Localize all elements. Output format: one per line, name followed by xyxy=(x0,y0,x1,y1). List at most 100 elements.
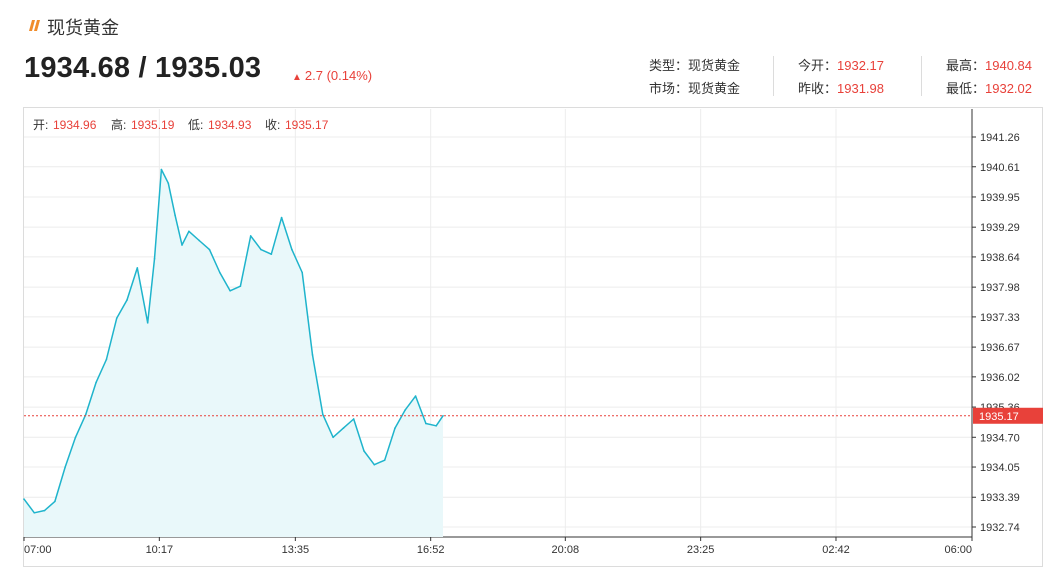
x-tick-label: 13:35 xyxy=(282,544,310,556)
price-point xyxy=(23,498,25,500)
y-tick-label: 1934.70 xyxy=(980,432,1020,444)
price-point xyxy=(373,463,376,466)
price-point xyxy=(322,413,324,416)
price-point xyxy=(54,500,56,503)
price-point xyxy=(332,436,334,439)
last-price-tag xyxy=(973,407,1043,424)
x-tick-label: 23:25 xyxy=(687,544,715,556)
price-point xyxy=(64,466,67,468)
price-point xyxy=(146,322,149,324)
y-tick-label: 1933.39 xyxy=(980,492,1020,504)
ohlc-low-value: 1934.93 xyxy=(208,118,252,132)
ohlc-close-value: 1935.17 xyxy=(285,118,329,132)
type-value: 现货黄金 xyxy=(688,58,741,73)
price-point xyxy=(249,235,252,237)
ohlc-high-label: 高: xyxy=(111,117,126,132)
y-tick-label: 1934.05 xyxy=(980,462,1020,474)
price-point xyxy=(383,459,386,461)
low-label: 最低： xyxy=(946,81,986,96)
page-title: 现货黄金 xyxy=(47,18,119,38)
stats-col-high: 最高：1940.84 最低：1932.02 xyxy=(946,54,1032,100)
price-point xyxy=(394,427,396,429)
stats-col-open: 今开：1932.17 昨收：1931.98 xyxy=(798,54,884,100)
prev-close-label: 昨收： xyxy=(798,81,838,96)
price-point xyxy=(126,299,128,301)
price-point xyxy=(435,425,437,427)
price-point xyxy=(167,182,170,185)
stats-divider xyxy=(773,56,774,96)
low-value: 1932.02 xyxy=(985,81,1033,96)
price-change-value: 2.7 (0.14%) xyxy=(304,68,373,83)
open-value: 1932.17 xyxy=(837,58,885,73)
price-point xyxy=(311,354,314,356)
price-point xyxy=(115,317,118,320)
y-tick-label: 1937.98 xyxy=(980,282,1020,294)
stats-col-type: 类型：现货黄金 市场：现货黄金 xyxy=(649,54,740,100)
y-tick-label: 1941.26 xyxy=(980,132,1020,144)
x-tick-label: 10:17 xyxy=(146,544,174,556)
y-tick-label: 1937.33 xyxy=(980,312,1020,324)
price-point xyxy=(291,248,293,251)
current-price: 1934.68 / 1935.03 xyxy=(24,52,262,84)
x-tick-label: 16:52 xyxy=(417,544,445,556)
stats-divider xyxy=(921,56,922,96)
price-change: ▲ 2.7 (0.14%) xyxy=(292,68,372,83)
price-point xyxy=(188,230,190,233)
price-point xyxy=(239,285,242,288)
last-price-label: 1935.17 xyxy=(979,411,1019,423)
y-tick-label: 1938.64 xyxy=(980,252,1020,264)
price-point xyxy=(153,257,156,260)
high-label: 最高： xyxy=(946,58,986,73)
price-point xyxy=(181,244,183,246)
price-line xyxy=(23,168,444,514)
x-tick-label: 06:00 xyxy=(944,544,972,556)
arrow-up-icon: ▲ xyxy=(292,72,302,83)
ohlc-open-value: 1934.96 xyxy=(53,118,97,132)
y-tick-label: 1932.74 xyxy=(980,522,1020,534)
price-point xyxy=(425,422,427,425)
brand-slash-icon xyxy=(29,20,40,31)
price-point xyxy=(363,450,365,452)
y-tick-label: 1936.67 xyxy=(980,342,1020,354)
market-value: 现货黄金 xyxy=(688,81,741,96)
y-tick-label: 1939.29 xyxy=(980,222,1020,234)
price-point xyxy=(342,427,345,429)
open-label: 今开： xyxy=(798,58,838,73)
x-tick-label: 07:00 xyxy=(24,544,52,556)
price-area xyxy=(24,169,443,537)
type-label: 类型： xyxy=(649,58,689,73)
y-tick-label: 1936.02 xyxy=(980,372,1020,384)
y-tick-label: 1940.61 xyxy=(980,162,1020,174)
price-point xyxy=(301,271,304,274)
ohlc-open-label: 开: xyxy=(33,118,48,132)
high-value: 1940.84 xyxy=(985,58,1033,73)
y-tick-label: 1939.95 xyxy=(980,192,1020,204)
price-point xyxy=(270,253,273,255)
price-point xyxy=(85,413,87,416)
price-point xyxy=(136,267,139,269)
price-point xyxy=(33,512,36,514)
price-point xyxy=(160,168,163,171)
price-point xyxy=(404,409,407,411)
price-point xyxy=(280,216,283,219)
price-point xyxy=(352,418,355,420)
ohlc-close-label: 收: xyxy=(265,118,280,132)
price-point xyxy=(174,214,176,217)
price-point xyxy=(95,381,97,384)
market-label: 市场： xyxy=(649,81,689,96)
price-point xyxy=(208,248,211,251)
chart-frame xyxy=(23,107,1043,567)
price-point xyxy=(105,358,108,361)
price-point xyxy=(43,509,46,512)
x-tick-label: 20:08 xyxy=(552,544,580,556)
ohlc-low-label: 低: xyxy=(188,118,203,132)
price-point xyxy=(229,290,231,292)
price-point xyxy=(74,436,77,439)
price-point xyxy=(260,248,262,251)
x-tick-label: 02:42 xyxy=(822,544,850,556)
price-point xyxy=(198,239,200,242)
price-point xyxy=(442,414,444,417)
ohlc-high-value: 1935.19 xyxy=(131,118,175,132)
price-point xyxy=(414,395,417,397)
